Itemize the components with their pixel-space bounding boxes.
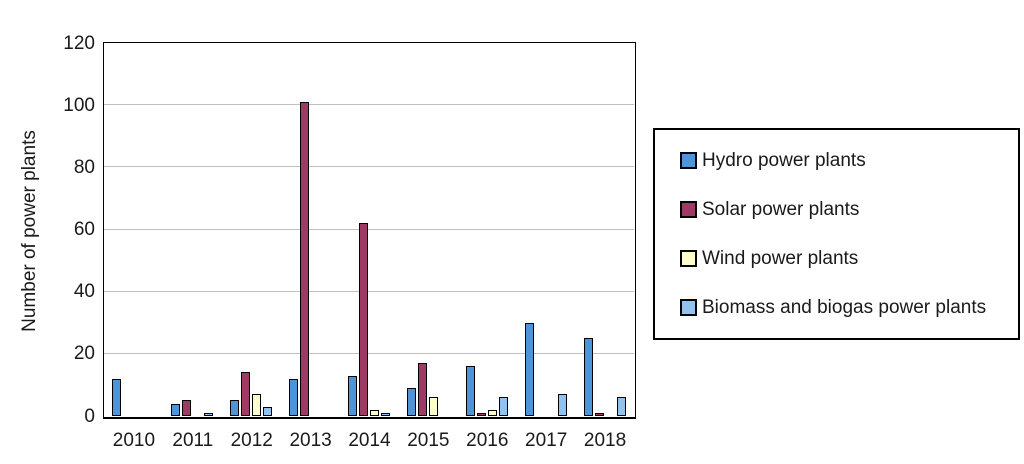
- bar-2014-solar: [359, 223, 368, 416]
- gridline-80: [104, 166, 634, 168]
- y-tick-label-100: 100: [63, 94, 95, 116]
- bar-2014-wind: [370, 410, 379, 416]
- bar-2015-solar: [417, 363, 427, 416]
- gridlines-and-bars-layer: [104, 43, 634, 416]
- legend-item-biomass: Biomass and biogas power plants: [680, 297, 1014, 319]
- bar-2016-solar: [476, 413, 486, 416]
- bar-2016-biomass: [498, 397, 508, 416]
- legend: Hydro power plants Solar power plants Wind…: [653, 128, 1020, 340]
- x-tick-label-2012: 2012: [230, 430, 273, 451]
- bar-2018-hydro: [583, 338, 593, 416]
- bar-2011-solar: [182, 400, 192, 416]
- y-tick-label-0: 0: [84, 405, 95, 427]
- legend-label: Hydro power plants: [702, 149, 866, 171]
- legend-swatch-icon: [680, 250, 697, 267]
- legend-swatch-icon: [680, 201, 697, 218]
- bar-2017-biomass: [557, 394, 567, 416]
- bar-2017-hydro: [524, 323, 534, 416]
- legend-swatch-icon: [680, 299, 697, 316]
- bar-2010-hydro: [112, 379, 122, 416]
- legend-item-wind: Wind power plants: [680, 248, 1014, 270]
- x-tick-label-2014: 2014: [348, 430, 391, 451]
- y-tick-label-80: 80: [73, 156, 95, 178]
- y-tick-label-120: 120: [63, 32, 95, 54]
- bar-2012-hydro: [230, 400, 240, 416]
- bar-2012-biomass: [263, 407, 273, 416]
- bar-2012-solar: [241, 372, 251, 416]
- bar-2014-hydro: [348, 376, 357, 416]
- gridline-40: [104, 290, 634, 292]
- bar-2016-hydro: [465, 366, 475, 416]
- x-tick-label-2018: 2018: [583, 430, 627, 451]
- plot-area: [103, 42, 636, 419]
- bar-2011-biomass: [204, 413, 214, 416]
- bar-2015-wind: [428, 397, 438, 416]
- gridline-100: [104, 104, 634, 106]
- x-tick-label-2010: 2010: [112, 430, 156, 451]
- x-tick-label-2015: 2015: [407, 430, 450, 451]
- x-tick-label-2016: 2016: [466, 430, 509, 451]
- bar-2018-biomass: [616, 397, 626, 416]
- legend-item-solar: Solar power plants: [680, 199, 1014, 221]
- gridline-60: [104, 228, 634, 230]
- x-tick-label-2011: 2011: [172, 430, 214, 451]
- legend-label: Solar power plants: [702, 198, 860, 220]
- x-tick-label-2017: 2017: [525, 430, 568, 451]
- gridline-20: [104, 352, 634, 354]
- bar-2016-wind: [487, 410, 497, 416]
- bar-2014-biomass: [381, 413, 390, 416]
- legend-item-hydro: Hydro power plants: [680, 150, 1014, 172]
- legend-label: Biomass and biogas power plants: [702, 296, 987, 318]
- legend-swatch-icon: [680, 152, 697, 169]
- bar-2013-solar: [300, 102, 310, 416]
- y-tick-label-60: 60: [73, 219, 95, 240]
- bar-2018-solar: [594, 413, 604, 416]
- bar-2015-hydro: [406, 388, 416, 416]
- legend-label: Wind power plants: [702, 247, 859, 269]
- bar-2012-wind: [252, 394, 262, 416]
- x-tick-label-2013: 2013: [289, 430, 332, 451]
- y-tick-label-20: 20: [73, 343, 95, 365]
- bar-2011-hydro: [171, 404, 181, 416]
- bar-2013-hydro: [289, 379, 299, 416]
- y-tick-label-40: 40: [73, 281, 95, 303]
